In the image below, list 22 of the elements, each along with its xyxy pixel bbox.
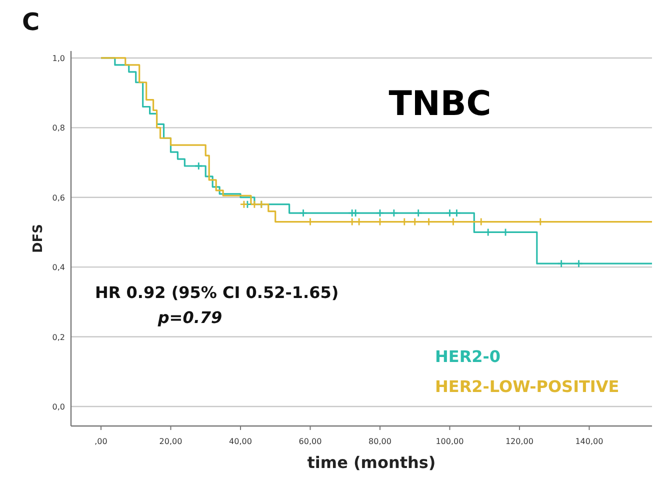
text: TNBC xyxy=(388,84,492,124)
x-tick-label: 40,00 xyxy=(229,437,252,446)
annotation: HR 0.92 (95% CI 0.52-1.65) xyxy=(95,283,339,302)
x-tick-label: 80,00 xyxy=(368,437,392,446)
x-tick-label: 120,00 xyxy=(505,437,534,446)
annotation: p=0.79 xyxy=(156,308,222,327)
x-tick-label: ,00 xyxy=(94,437,108,446)
y-tick-label: 0,4 xyxy=(52,263,65,272)
y-tick-label: 0,0 xyxy=(52,402,65,412)
x-tick-label: 140,00 xyxy=(575,437,604,446)
x-axis-title: time (months) xyxy=(307,453,436,472)
y-tick-label: 1,0 xyxy=(52,54,65,63)
y-tick-label: 0,8 xyxy=(52,124,65,133)
x-tick-label: 20,00 xyxy=(159,437,182,446)
text: HER2-0 xyxy=(435,347,501,366)
y-tick-label: 0,6 xyxy=(52,193,65,202)
y-axis-title: DFS xyxy=(31,224,46,254)
text: C xyxy=(22,8,40,36)
y-tick-label: 0,2 xyxy=(52,332,65,342)
x-tick-label: 60,00 xyxy=(298,437,322,446)
x-tick-label: 100,00 xyxy=(436,437,464,446)
text: HER2-LOW-POSITIVE xyxy=(435,377,620,396)
